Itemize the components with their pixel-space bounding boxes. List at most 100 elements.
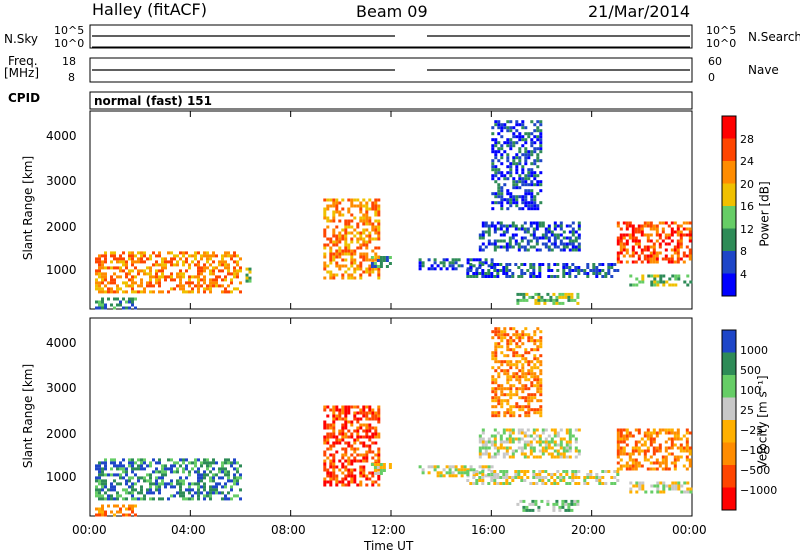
data-cell <box>323 210 327 214</box>
data-cell <box>547 275 551 278</box>
data-cell <box>101 479 104 483</box>
data-cell <box>652 446 656 450</box>
data-cell <box>341 228 345 232</box>
data-cell <box>494 345 498 349</box>
data-cell <box>511 245 515 249</box>
data-cell <box>537 298 541 302</box>
data-cell <box>523 434 527 438</box>
data-cell <box>344 237 348 241</box>
data-cell <box>552 508 556 512</box>
data-cell <box>685 227 689 231</box>
data-cell <box>652 461 656 465</box>
data-cell <box>487 230 491 234</box>
data-cell <box>362 255 366 259</box>
data-cell <box>628 224 632 228</box>
colorbar-segment <box>722 206 736 229</box>
data-cell <box>664 428 668 432</box>
data-cell <box>534 301 538 305</box>
data-cell <box>131 458 134 462</box>
power-colorbar <box>721 115 737 297</box>
data-cell <box>562 236 566 240</box>
data-cell <box>502 482 506 485</box>
data-cell <box>530 369 534 373</box>
data-cell <box>512 354 516 358</box>
data-cell <box>227 263 230 267</box>
data-cell <box>356 237 360 241</box>
data-cell <box>502 476 506 479</box>
data-cell <box>221 491 224 495</box>
data-cell <box>553 473 557 476</box>
data-cell <box>245 276 249 280</box>
data-cell <box>661 221 665 225</box>
data-cell <box>538 221 542 225</box>
data-cell <box>95 491 98 495</box>
data-cell <box>673 230 677 234</box>
data-cell <box>122 470 125 474</box>
data-cell <box>206 467 209 471</box>
data-cell <box>536 204 540 208</box>
data-cell <box>221 284 224 288</box>
data-cell <box>329 444 333 448</box>
data-cell <box>679 236 683 240</box>
data-cell <box>527 351 531 355</box>
data-cell <box>365 219 369 223</box>
data-cell <box>116 482 119 486</box>
data-cell <box>134 306 137 310</box>
data-cell <box>230 257 233 261</box>
data-cell <box>515 123 519 127</box>
data-cell <box>182 458 185 462</box>
data-cell <box>523 479 527 482</box>
data-cell <box>131 254 134 258</box>
data-cell <box>323 465 327 469</box>
data-cell <box>385 259 389 262</box>
power-ytick: 3000 <box>46 174 77 188</box>
data-cell <box>466 479 470 482</box>
data-cell <box>122 467 125 471</box>
data-cell <box>536 207 540 211</box>
data-cell <box>688 464 692 468</box>
data-cell <box>643 455 647 459</box>
nsearch-label: N.Search <box>748 30 800 44</box>
data-cell <box>131 497 134 501</box>
data-cell <box>536 411 540 415</box>
data-cell <box>475 479 479 482</box>
data-cell <box>227 251 230 255</box>
data-cell <box>146 479 149 483</box>
data-cell <box>497 171 501 175</box>
data-cell <box>173 494 176 498</box>
data-cell <box>539 384 543 388</box>
colorbar-tick: −500 <box>740 464 771 477</box>
data-cell <box>356 246 360 250</box>
data-cell <box>475 269 479 272</box>
data-cell <box>101 287 104 291</box>
data-cell <box>131 467 134 471</box>
data-cell <box>347 231 351 235</box>
data-cell <box>634 467 638 471</box>
data-cell <box>194 458 197 462</box>
data-cell <box>209 479 212 483</box>
data-cell <box>616 467 620 471</box>
data-cell <box>638 487 642 491</box>
data-cell <box>344 228 348 232</box>
data-cell <box>356 222 360 226</box>
data-cell <box>529 233 533 237</box>
data-cell <box>664 236 668 240</box>
data-cell <box>368 438 372 442</box>
data-cell <box>487 482 491 485</box>
data-cell <box>517 275 521 278</box>
data-cell <box>131 482 134 486</box>
data-cell <box>506 402 510 406</box>
data-cell <box>335 252 339 256</box>
data-cell <box>365 207 369 211</box>
data-cell <box>524 372 528 376</box>
data-cell <box>567 298 571 302</box>
data-cell <box>556 470 560 473</box>
data-cell <box>329 426 333 430</box>
data-cell <box>508 482 512 485</box>
data-cell <box>509 336 513 340</box>
data-cell <box>505 479 509 482</box>
data-cell <box>134 266 137 270</box>
data-cell <box>176 461 179 465</box>
data-cell <box>491 405 495 409</box>
data-cell <box>661 239 665 243</box>
